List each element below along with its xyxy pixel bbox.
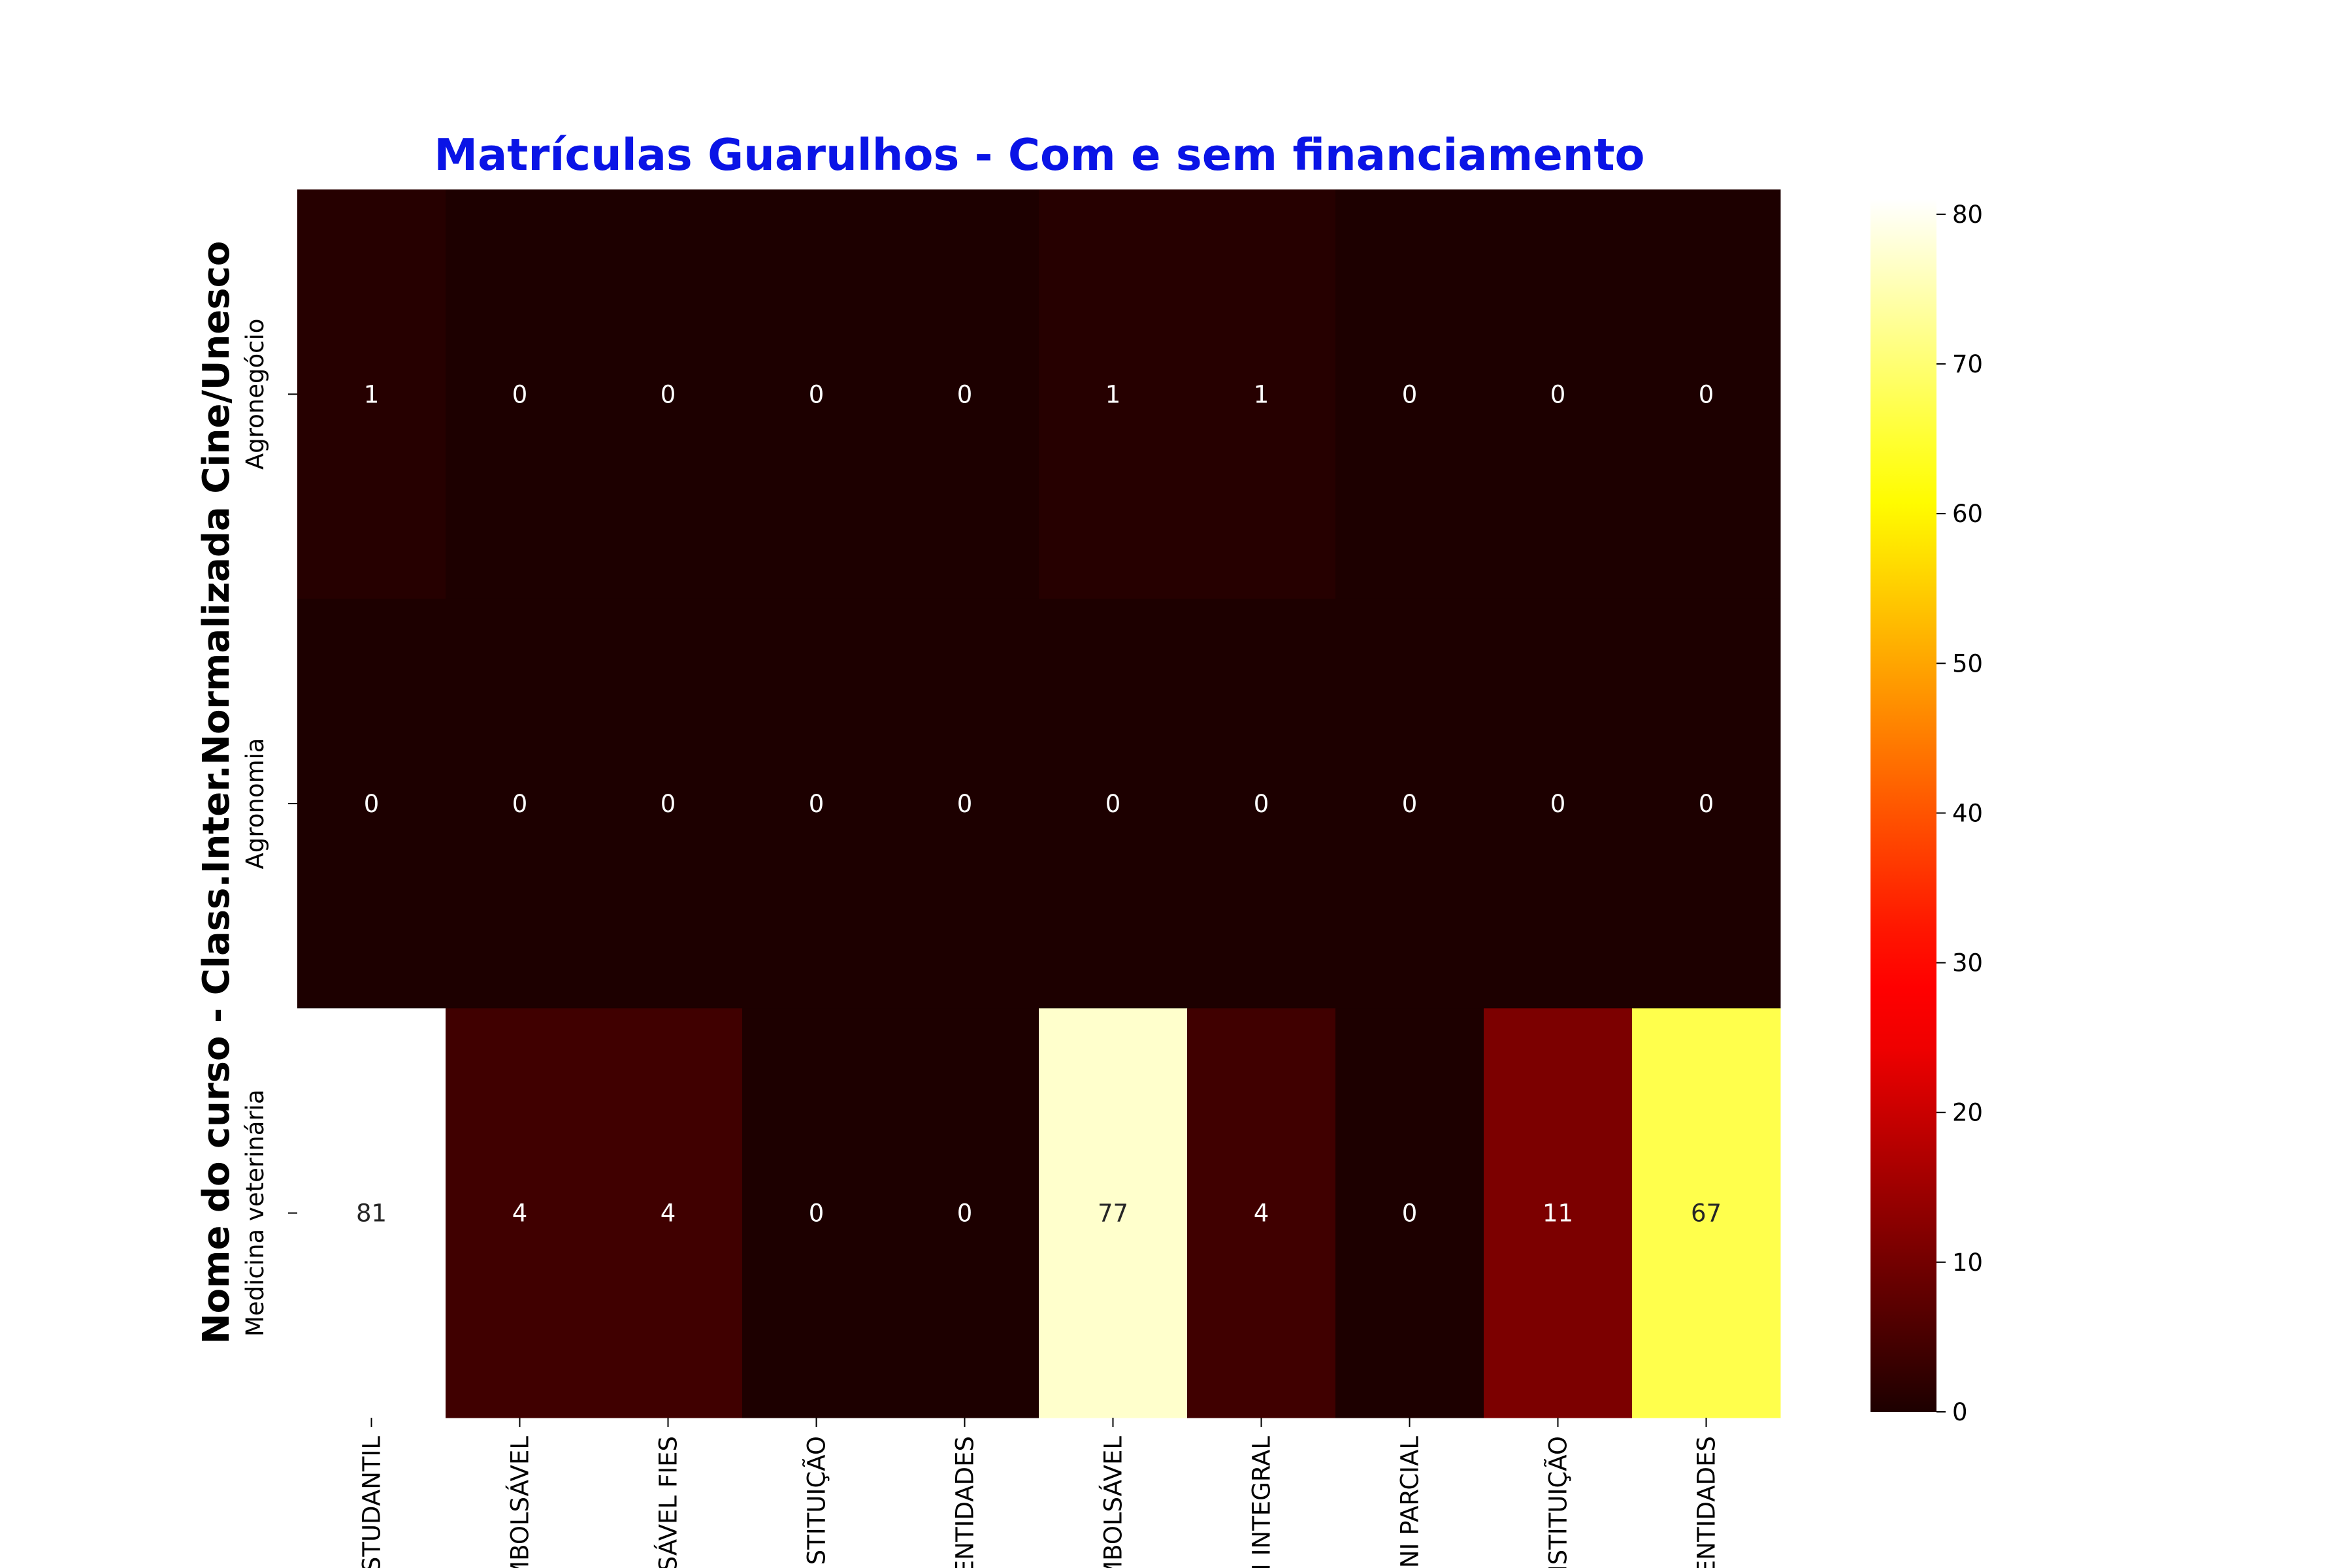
cell-value-label: 0: [957, 790, 973, 818]
y-tick-label: Medicina veterinária: [241, 1089, 269, 1337]
cell-value-label: 0: [1550, 380, 1566, 408]
heatmap-cell: [1484, 189, 1633, 600]
heatmap-cell: [1187, 598, 1336, 1009]
heatmap-cell: [446, 189, 595, 600]
cell-value-label: 0: [1699, 380, 1714, 408]
heatmap-cell: [297, 189, 446, 600]
cell-value-label: 0: [1254, 790, 1269, 818]
colorbar-tick-label: 60: [1952, 500, 1983, 528]
cell-value-label: 1: [364, 380, 380, 408]
colorbar-tick-label: 80: [1952, 201, 1983, 229]
cell-value-label: 77: [1098, 1200, 1128, 1228]
cell-value-label: 0: [957, 1200, 973, 1228]
heatmap-cell: [1039, 1008, 1188, 1418]
cell-value-label: 67: [1691, 1200, 1722, 1228]
cell-value-label: 1: [1254, 380, 1269, 408]
cell-value-label: 11: [1543, 1200, 1573, 1228]
heatmap-cell-labels: 1 0 0 0 0 1 1 0 0 00 0 0 0 0 0 0 0 0 081 4 4 0 0 77 4 0 11 67: [356, 380, 1722, 1227]
cell-value-label: 1: [1105, 380, 1121, 408]
cell-value-label: 0: [364, 790, 380, 818]
heatmap-cells: [297, 189, 1781, 1418]
cell-value-label: 0: [809, 790, 825, 818]
heatmap-cell: [594, 598, 743, 1009]
x-tick-label: STITUIÇÃO: [802, 1436, 831, 1565]
heatmap-cell: [1039, 598, 1188, 1009]
x-tick-label: SÁVEL FIES: [654, 1436, 683, 1568]
colorbar-tick-label: 70: [1952, 350, 1983, 378]
colorbar-tick-label: 20: [1952, 1099, 1983, 1127]
y-tick-label: Agronegócio: [241, 319, 269, 470]
y-axis-label: Nome do curso - Class.Inter.Normalizada …: [195, 241, 238, 1344]
cell-value-label: 0: [1402, 1200, 1418, 1228]
x-tick-label: ENTIDADES: [951, 1436, 979, 1568]
heatmap-cell: [1187, 189, 1336, 600]
heatmap-cell: [1632, 189, 1781, 600]
x-tick-label: MBOLSÁVEL: [506, 1436, 534, 1568]
x-tick-label: NSTITUIÇÃO: [1544, 1436, 1573, 1568]
heatmap-cell: [594, 189, 743, 600]
heatmap-cell: [594, 1008, 743, 1418]
heatmap-cell: [446, 1008, 595, 1418]
cell-value-label: 0: [661, 790, 676, 818]
heatmap-cell: [1187, 1008, 1336, 1418]
colorbar-ticks: 0 10 20 30 40 50 60 70 80: [1936, 201, 1983, 1426]
colorbar-tick-label: 50: [1952, 649, 1983, 678]
heatmap-cell: [742, 189, 891, 600]
heatmap-cell: [297, 598, 446, 1009]
y-tick-label: Agronomia: [241, 738, 269, 870]
heatmap-cell: [1484, 1008, 1633, 1418]
heatmap-cell: [446, 598, 595, 1009]
x-tick-label: I INTEGRAL: [1248, 1436, 1276, 1568]
chart-title: Matrículas Guarulhos - Com e sem financi…: [434, 129, 1644, 180]
heatmap-cell: [1335, 598, 1484, 1009]
cell-value-label: 0: [1550, 790, 1566, 818]
cell-value-label: 0: [512, 380, 528, 408]
colorbar-tick-label: 0: [1952, 1398, 1968, 1426]
cell-value-label: 4: [1254, 1200, 1269, 1228]
x-tick-label: INI PARCIAL: [1396, 1436, 1424, 1568]
heatmap-cell: [1632, 598, 1781, 1009]
cell-value-label: 0: [1402, 380, 1418, 408]
heatmap-cell: [1039, 189, 1188, 600]
heatmap-cell: [297, 1008, 446, 1418]
heatmap-cell: [1335, 189, 1484, 600]
cell-value-label: 81: [356, 1200, 387, 1228]
heatmap-cell: [1335, 1008, 1484, 1418]
heatmap-cell: [890, 1008, 1039, 1418]
y-axis-ticks: Agronegócio Agronomia Medicina veterinária: [241, 319, 297, 1337]
heatmap-cell: [742, 598, 891, 1009]
heatmap-cell: [742, 1008, 891, 1418]
colorbar: [1870, 199, 1936, 1412]
x-tick-label: ENTIDADES: [1693, 1436, 1721, 1568]
cell-value-label: 0: [957, 380, 973, 408]
colorbar-tick-label: 30: [1952, 949, 1983, 977]
x-axis-ticks: STUDANTIL MBOLSÁVEL SÁVEL FIES STITUIÇÃO ENT…: [358, 1418, 1721, 1568]
x-tick-label: MBOLSÁVEL: [1099, 1436, 1128, 1568]
cell-value-label: 0: [809, 1200, 825, 1228]
heatmap-cell: [1484, 598, 1633, 1009]
cell-value-label: 0: [1402, 790, 1418, 818]
heatmap-cell: [890, 598, 1039, 1009]
colorbar-tick-label: 40: [1952, 799, 1983, 827]
cell-value-label: 4: [512, 1200, 528, 1228]
colorbar-tick-label: 10: [1952, 1249, 1983, 1277]
cell-value-label: 4: [661, 1200, 676, 1228]
cell-value-label: 0: [661, 380, 676, 408]
heatmap-cell: [1632, 1008, 1781, 1418]
cell-value-label: 0: [809, 380, 825, 408]
x-tick-label: STUDANTIL: [358, 1436, 386, 1568]
cell-value-label: 0: [1105, 790, 1121, 818]
heatmap-cell: [890, 189, 1039, 600]
cell-value-label: 0: [512, 790, 528, 818]
cell-value-label: 0: [1699, 790, 1714, 818]
